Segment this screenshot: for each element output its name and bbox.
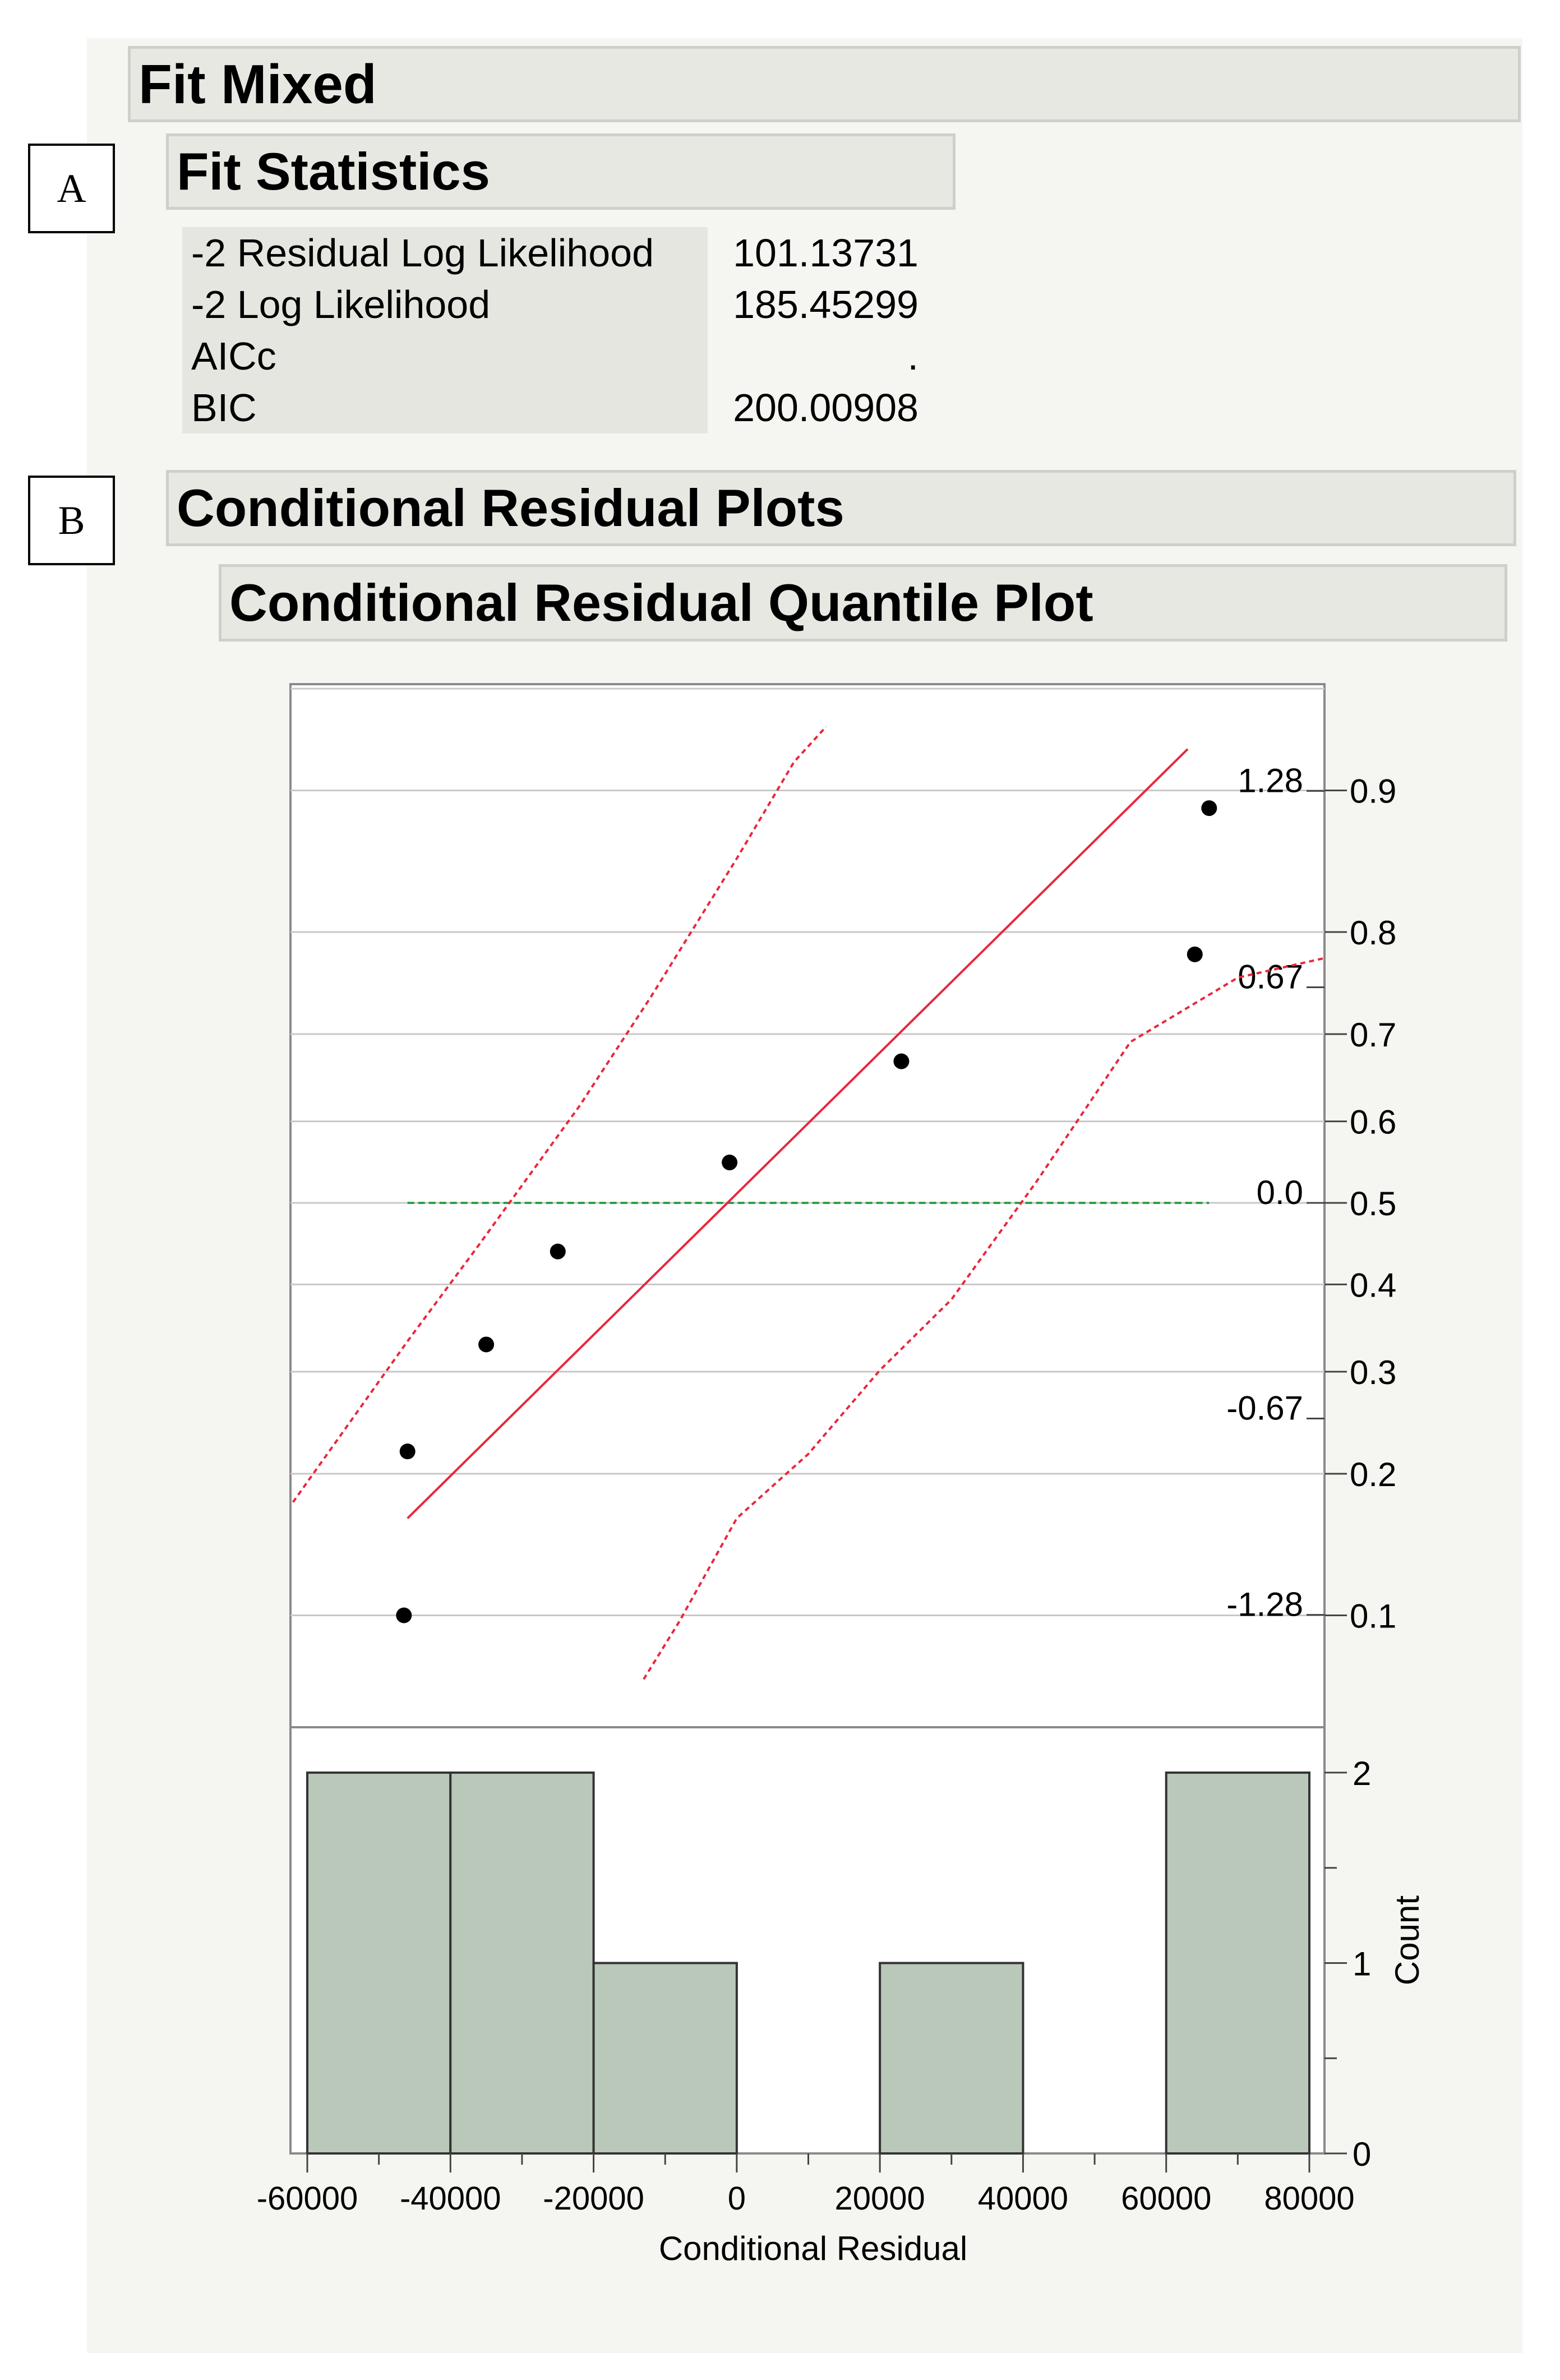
section-tag-a-label: A — [57, 165, 86, 211]
confidence-band-upper — [292, 726, 827, 1503]
quantile-tick-label: 0.67 — [1238, 958, 1303, 995]
quantile-plot-header[interactable]: Conditional Residual Quantile Plot — [219, 564, 1507, 642]
quantile-tick-label: 1.28 — [1238, 762, 1303, 799]
stat-label: -2 Residual Log Likelihood — [182, 227, 708, 279]
fit-mixed-header[interactable]: Fit Mixed — [128, 46, 1521, 122]
fit-line — [407, 748, 1189, 1519]
fit-statistics-table: -2 Residual Log Likelihood 101.13731 -2 … — [182, 227, 927, 433]
count-tick-label: 1 — [1353, 1945, 1371, 1982]
x-axis-label: Conditional Residual — [659, 2230, 967, 2267]
fit-statistics-header[interactable]: Fit Statistics — [166, 133, 956, 210]
x-tick-label: -60000 — [257, 2180, 358, 2217]
probability-tick-label: 0.1 — [1350, 1598, 1396, 1635]
stat-label: BIC — [182, 382, 708, 433]
probability-tick-label: 0.2 — [1350, 1456, 1396, 1493]
data-point — [722, 1154, 738, 1170]
probability-tick-label: 0.9 — [1350, 772, 1396, 810]
x-tick-label: 20000 — [834, 2180, 925, 2217]
histogram-bar — [879, 1962, 1024, 2155]
histogram-bar — [449, 1771, 595, 2155]
data-point — [550, 1243, 566, 1260]
count-tick-label: 0 — [1353, 2135, 1371, 2173]
table-row: -2 Residual Log Likelihood 101.13731 — [182, 227, 927, 279]
table-row: BIC 200.00908 — [182, 382, 927, 433]
section-tag-a: A — [28, 144, 115, 233]
data-point — [396, 1607, 412, 1623]
probability-tick-label: 0.4 — [1350, 1266, 1396, 1304]
fit-statistics-title: Fit Statistics — [177, 142, 490, 201]
data-point — [1187, 946, 1203, 962]
probability-tick-label: 0.6 — [1350, 1104, 1396, 1141]
stat-label: -2 Log Likelihood — [182, 279, 708, 330]
histogram-bar — [306, 1771, 452, 2155]
histogram-bar — [1165, 1771, 1311, 2155]
quantile-tick-label: -0.67 — [1226, 1390, 1303, 1427]
conditional-residual-plots-header[interactable]: Conditional Residual Plots — [166, 470, 1516, 546]
x-tick-label: -20000 — [543, 2180, 644, 2217]
quantile-plot-title: Conditional Residual Quantile Plot — [229, 573, 1093, 632]
stat-value: 101.13731 — [733, 231, 919, 275]
data-point — [478, 1336, 495, 1353]
x-tick-label: 0 — [728, 2180, 746, 2217]
stat-value: 185.45299 — [733, 283, 919, 326]
confidence-band-lower — [643, 957, 1324, 1680]
x-tick-label: -40000 — [400, 2180, 501, 2217]
data-point — [399, 1443, 416, 1460]
probability-tick-label: 0.7 — [1350, 1016, 1396, 1054]
quantile-tick-label: -1.28 — [1226, 1586, 1303, 1623]
fit-mixed-title: Fit Mixed — [139, 53, 377, 115]
data-point — [893, 1053, 910, 1069]
histogram-bar — [592, 1962, 738, 2155]
x-tick-label: 80000 — [1264, 2180, 1354, 2217]
stat-value: . — [907, 334, 919, 378]
section-tag-b: B — [28, 476, 115, 565]
section-tag-b-label: B — [58, 497, 85, 543]
quantile-tick-label: 0.0 — [1257, 1174, 1303, 1211]
data-point — [1201, 800, 1217, 817]
probability-tick-label: 0.8 — [1350, 914, 1396, 952]
x-tick-label: 40000 — [978, 2180, 1068, 2217]
count-tick-label: 2 — [1353, 1755, 1371, 1792]
stat-value: 200.00908 — [733, 386, 919, 430]
stat-label: AICc — [182, 330, 708, 382]
table-row: -2 Log Likelihood 185.45299 — [182, 279, 927, 330]
count-axis-label: Count — [1388, 1895, 1426, 1985]
conditional-residual-plots-title: Conditional Residual Plots — [177, 478, 844, 537]
probability-tick-label: 0.5 — [1350, 1185, 1396, 1223]
table-row: AICc . — [182, 330, 927, 382]
x-tick-label: 60000 — [1121, 2180, 1211, 2217]
probability-tick-label: 0.3 — [1350, 1354, 1396, 1391]
